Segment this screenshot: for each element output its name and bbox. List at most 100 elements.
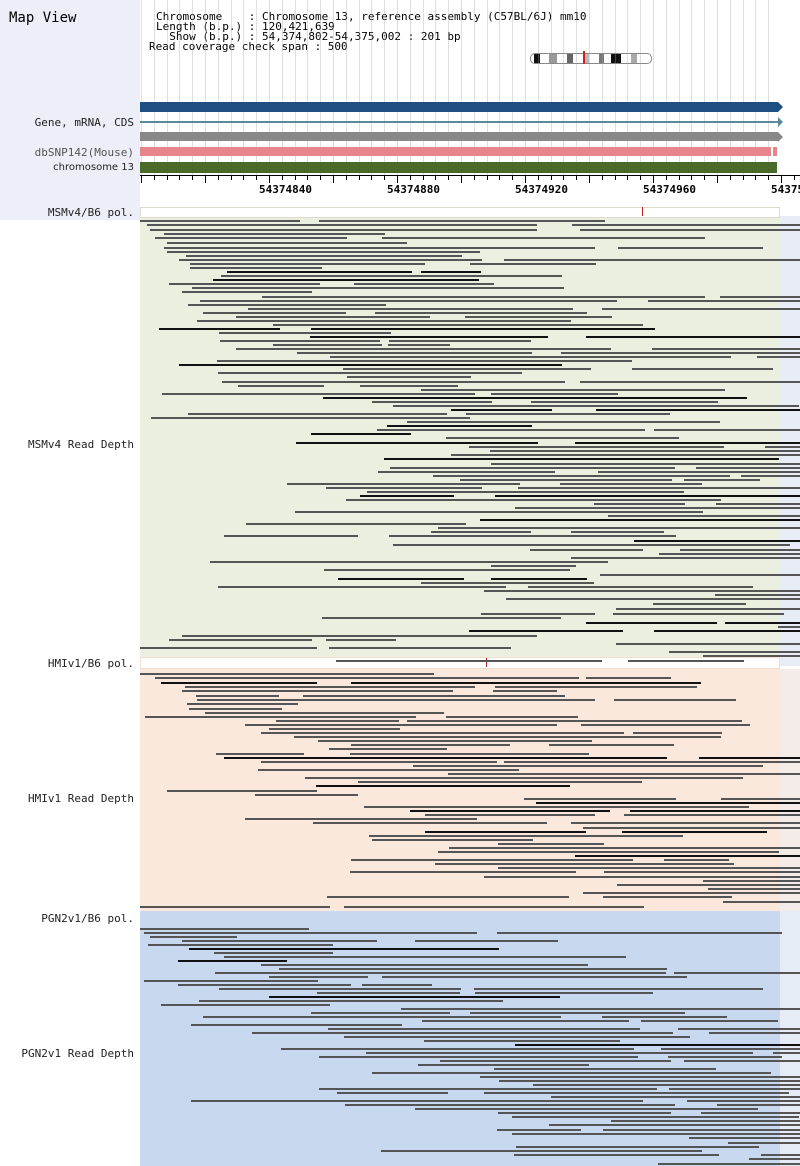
- msm-read: [571, 557, 800, 559]
- hmi-read: [167, 790, 317, 792]
- grid-line: [410, 0, 411, 176]
- ruler-minor-tick: [384, 176, 385, 180]
- gene-track-arrow-icon: [778, 102, 783, 112]
- cds-track-arrow-icon: [778, 132, 783, 142]
- cds-track-bar[interactable]: [140, 132, 778, 141]
- msm-pol-track[interactable]: [140, 207, 780, 218]
- msm-read: [518, 487, 800, 489]
- msm-read: [310, 336, 548, 338]
- pgn-read: [499, 1080, 800, 1082]
- hmi-read: [187, 703, 298, 705]
- dbsnp-track-bar-end[interactable]: [773, 147, 777, 156]
- pgn-read: [261, 964, 588, 966]
- msm-read: [222, 381, 565, 383]
- msm-read: [393, 544, 790, 546]
- ruler-minor-tick: [269, 176, 270, 183]
- hmi-read: [216, 753, 304, 755]
- hmi-read: [413, 765, 763, 767]
- grid-line: [538, 0, 539, 176]
- hmi-right-strip: [780, 669, 800, 911]
- ruler-minor-tick: [448, 176, 449, 180]
- pgn-read: [551, 1096, 800, 1098]
- msm-read: [580, 229, 800, 231]
- hmi-read: [155, 677, 579, 679]
- msm-read: [469, 630, 623, 632]
- hmi-pol-label: HMIv1/B6 pol.: [47, 657, 134, 670]
- ruler-minor-tick: [640, 176, 641, 180]
- pgn-read: [252, 1032, 673, 1034]
- grid-line: [499, 0, 500, 176]
- chromosome-ideogram[interactable]: [530, 53, 652, 64]
- msm-read: [421, 271, 481, 273]
- ruler-minor-tick: [205, 176, 206, 183]
- ruler-minor-tick: [755, 176, 756, 180]
- msm-read: [273, 344, 382, 346]
- msm-read: [186, 255, 462, 257]
- hmi-read: [145, 716, 416, 718]
- grid-line: [205, 0, 206, 176]
- msm-read: [716, 503, 800, 505]
- gene-track-bar[interactable]: [140, 102, 778, 112]
- grid-line: [704, 0, 705, 176]
- coverage-span-info: Read coverage check span : 500: [149, 40, 348, 53]
- pgn-read: [203, 1016, 561, 1018]
- pgn-read: [150, 936, 237, 938]
- msm-read: [343, 368, 591, 370]
- msm-read: [360, 495, 454, 497]
- grid-line: [653, 0, 654, 176]
- hmi-read: [305, 777, 743, 779]
- pgn-read: [516, 1146, 759, 1148]
- ruler-minor-tick: [576, 176, 577, 180]
- dbsnp-track-bar[interactable]: [140, 147, 771, 156]
- pgn-read: [415, 1108, 758, 1110]
- msm-read: [460, 479, 672, 481]
- msm-read: [248, 308, 573, 310]
- ruler-minor-tick: [627, 176, 628, 180]
- hmi-read: [549, 744, 674, 746]
- chromosome-info: Chromosome : Chromosome 13, reference as…: [156, 10, 587, 23]
- msm-read: [389, 340, 531, 342]
- hmi-read: [350, 753, 589, 755]
- msm-read: [326, 639, 396, 641]
- msm-read: [741, 475, 800, 477]
- chromosome-track-bar[interactable]: [140, 162, 777, 173]
- ruler-minor-tick: [679, 176, 680, 180]
- hmi-read: [425, 814, 595, 816]
- hmi-read: [435, 863, 734, 865]
- msm-read: [218, 586, 506, 588]
- mrna-track-line[interactable]: [140, 121, 778, 123]
- pgn-read: [191, 1100, 643, 1102]
- pgn-read: [382, 976, 687, 978]
- msm-read: [531, 401, 718, 403]
- ruler-minor-tick: [141, 176, 142, 183]
- ruler-minor-tick: [192, 176, 193, 180]
- pgn-read: [484, 1092, 789, 1094]
- hmi-read: [329, 748, 447, 750]
- grid-line: [333, 0, 334, 176]
- hmi-read: [536, 802, 800, 804]
- pgn-read: [497, 932, 782, 934]
- msm-read: [387, 425, 532, 427]
- hmi-read: [255, 794, 358, 796]
- hmi-pol-track[interactable]: [140, 657, 780, 669]
- hmi-read: [245, 724, 557, 726]
- msm-read: [375, 312, 587, 314]
- grid-line: [243, 0, 244, 176]
- msm-read: [484, 590, 800, 592]
- grid-line: [743, 0, 744, 176]
- ruler-minor-tick: [167, 176, 168, 180]
- pgn-read: [311, 1012, 450, 1014]
- msm-read: [652, 348, 800, 350]
- hmi-read: [617, 884, 800, 886]
- msm-read: [190, 267, 322, 269]
- grid-line: [487, 0, 488, 176]
- msm-read: [451, 409, 552, 411]
- pgn-read: [687, 1100, 800, 1102]
- hmi-read: [261, 732, 624, 734]
- msm-read: [421, 582, 594, 584]
- pgn-read: [678, 1028, 800, 1030]
- ruler-tick-label: 54374960: [643, 183, 696, 196]
- ruler-minor-tick: [666, 176, 667, 180]
- msm-read: [367, 491, 684, 493]
- grid-line: [423, 0, 424, 176]
